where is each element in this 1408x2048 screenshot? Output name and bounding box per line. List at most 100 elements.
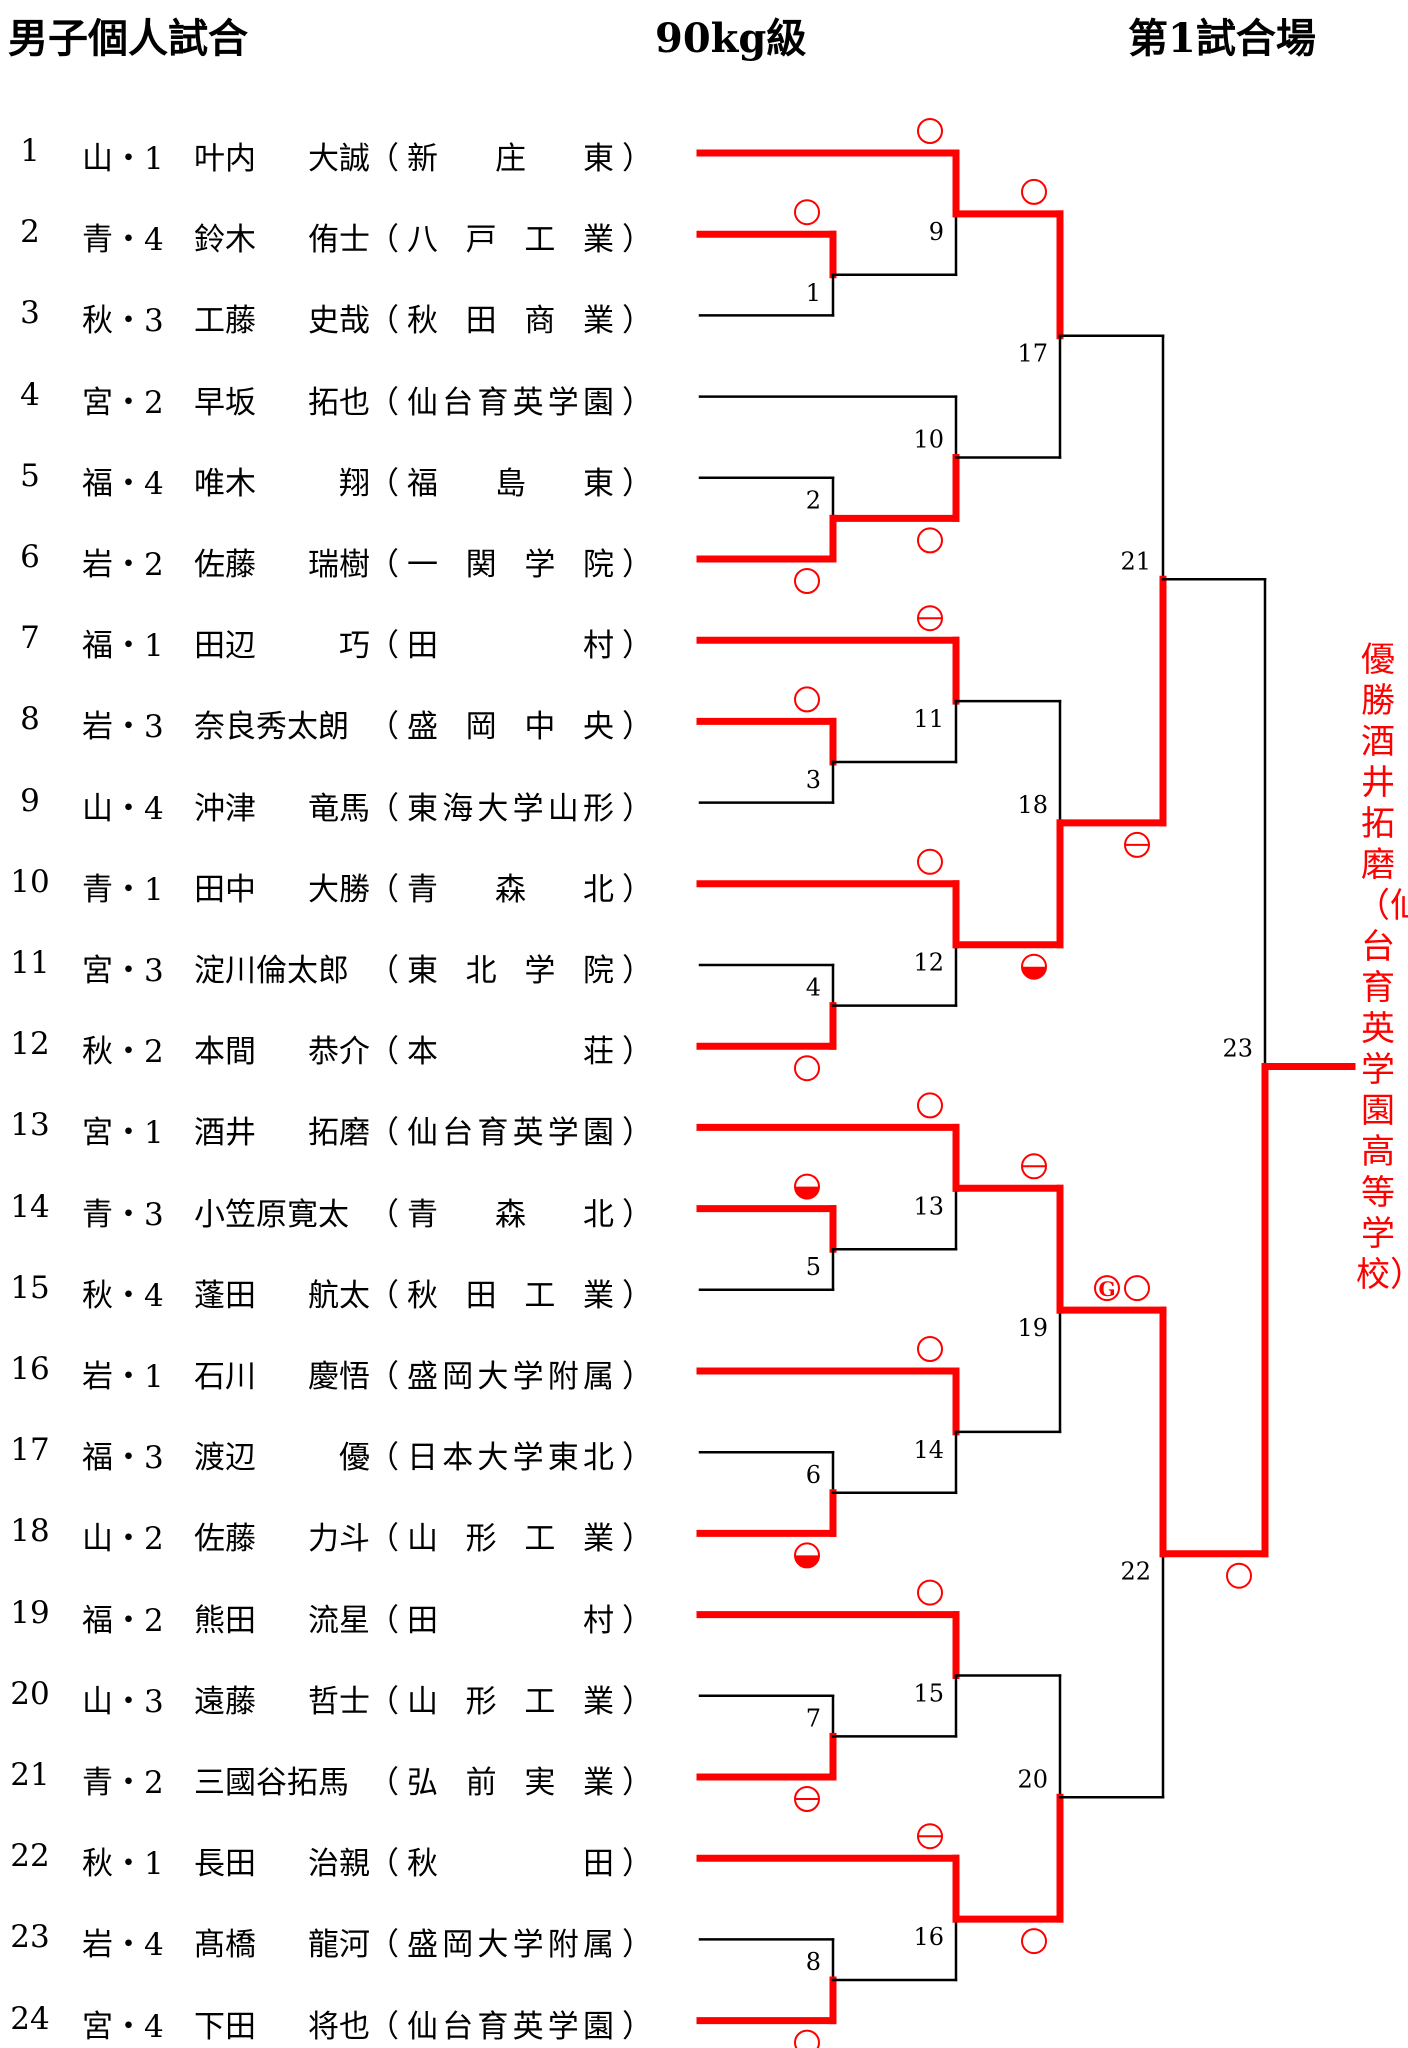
win-mark (794, 686, 820, 713)
entry-school: （福島東） (368, 465, 653, 502)
match-number: 17 (1017, 340, 1048, 368)
entry-number: 9 (20, 782, 40, 819)
entry-school: （秋田商業） (368, 303, 653, 340)
entry-prefecture: 福・4 (82, 465, 164, 502)
entry-name: 淀川倫太郎 (194, 953, 349, 989)
entry-number: 7 (20, 620, 40, 657)
entry-prefecture: 山・1 (82, 141, 164, 177)
entry-prefecture: 宮・4 (82, 2008, 164, 2045)
entry-school: （八戸工業） (368, 222, 653, 259)
entry-number: 12 (10, 1026, 50, 1063)
match-number: 6 (806, 1461, 821, 1489)
entry-number: 6 (20, 539, 40, 575)
win-mark-fill (795, 1186, 819, 1199)
match-number: 4 (806, 974, 821, 1002)
entry-name: 蓬田 航太 (194, 1277, 370, 1314)
win-mark (1021, 1928, 1047, 1955)
golden-score-label: G (1098, 1277, 1115, 1301)
entry-number: 8 (20, 701, 40, 738)
entry-school: （山形工業） (368, 1683, 653, 1720)
entry-prefecture: 山・2 (82, 1521, 164, 1558)
entry-school: （青森北） (368, 1196, 653, 1233)
match-number: 23 (1222, 1035, 1253, 1063)
entry-name: 遠藤 哲士 (194, 1683, 370, 1720)
entry-number: 21 (10, 1757, 50, 1793)
match-number: 15 (913, 1680, 944, 1708)
entry-school: （仙台育英学園） (368, 384, 653, 421)
entry-prefecture: 福・2 (82, 1602, 164, 1639)
win-mark (917, 1092, 943, 1119)
entry-number: 17 (10, 1432, 50, 1469)
match-number: 3 (806, 766, 821, 794)
win-mark (794, 2029, 820, 2048)
entry-number: 23 (10, 1919, 50, 1956)
event-title: 男子個人試合 (8, 15, 248, 62)
match-number: 1 (806, 279, 821, 307)
match-number: 16 (913, 1923, 944, 1951)
champion-label: 優勝 酒井 拓磨（仙台育英学園高等学校） (1356, 640, 1408, 1295)
entry-school: （秋田） (368, 1846, 653, 1883)
win-mark (794, 199, 820, 226)
entry-school: （東海大学山形） (368, 790, 653, 827)
entry-prefecture: 秋・3 (82, 303, 164, 340)
entry-prefecture: 岩・3 (82, 709, 164, 746)
entry-name: 鈴木 侑士 (194, 222, 370, 259)
entry-number: 11 (10, 945, 50, 981)
entry-prefecture: 山・4 (82, 790, 164, 827)
win-mark (917, 1579, 943, 1606)
entry-school: （秋田工業） (368, 1277, 653, 1314)
entry-number: 19 (10, 1594, 50, 1631)
entry-prefecture: 宮・2 (82, 384, 164, 421)
entry-number: 2 (20, 214, 40, 251)
entry-name: 田中 大勝 (194, 871, 370, 908)
entry-name: 沖津 竜馬 (194, 790, 370, 827)
entry-name: 下田 将也 (194, 2008, 370, 2045)
win-mark-fill (795, 1555, 819, 1568)
match-number: 7 (806, 1704, 821, 1732)
entry-prefecture: 青・3 (82, 1196, 164, 1233)
entry-prefecture: 秋・1 (82, 1846, 164, 1883)
entry-school: （東北学院） (368, 953, 653, 989)
match-number: 14 (913, 1436, 944, 1464)
entry-number: 14 (10, 1188, 50, 1225)
win-mark (1124, 1275, 1150, 1302)
entry-school: （盛岡中央） (368, 709, 653, 746)
entry-school: （盛岡大学附属） (368, 1359, 653, 1395)
entry-number: 13 (10, 1107, 50, 1144)
entry-name: 熊田 流星 (194, 1602, 370, 1639)
entry-school: （本荘） (368, 1034, 653, 1071)
entry-number: 1 (20, 133, 40, 169)
entry-prefecture: 秋・4 (82, 1277, 164, 1314)
entry-prefecture: 福・3 (82, 1440, 164, 1477)
entry-name: 工藤 史哉 (194, 303, 370, 340)
match-number: 5 (806, 1253, 821, 1281)
entry-name: 本間 恭介 (194, 1034, 370, 1071)
entry-school: （日本大学東北） (368, 1440, 653, 1477)
entry-school: （仙台育英学園） (368, 1115, 653, 1152)
entry-prefecture: 宮・3 (82, 953, 164, 989)
win-mark (917, 118, 943, 144)
match-number: 11 (913, 705, 944, 733)
entry-name: 佐藤 瑞樹 (194, 547, 370, 583)
entry-school: （青森北） (368, 871, 653, 908)
match-number: 18 (1017, 791, 1048, 819)
win-mark (794, 1055, 820, 1082)
entry-number: 22 (10, 1838, 50, 1875)
entry-school: （盛岡大学附属） (368, 1927, 653, 1964)
match-number: 9 (929, 218, 944, 246)
entry-name: 唯木翔 (194, 465, 370, 502)
entry-name: 佐藤 力斗 (194, 1521, 370, 1558)
entry-school: （山形工業） (368, 1521, 653, 1558)
entry-number: 3 (20, 295, 40, 332)
entry-prefecture: 青・2 (82, 1765, 164, 1801)
entry-school: （一関学院） (368, 547, 653, 583)
match-number: 2 (806, 486, 821, 514)
match-number: 12 (913, 949, 944, 977)
win-mark-fill (1022, 966, 1046, 979)
entry-name: 髙橋 龍河 (194, 1927, 370, 1964)
match-number: 10 (913, 426, 944, 454)
entry-name: 早坂 拓也 (194, 384, 370, 421)
entry-prefecture: 宮・1 (82, 1115, 164, 1152)
win-mark (1021, 178, 1047, 205)
win-mark (917, 848, 943, 875)
